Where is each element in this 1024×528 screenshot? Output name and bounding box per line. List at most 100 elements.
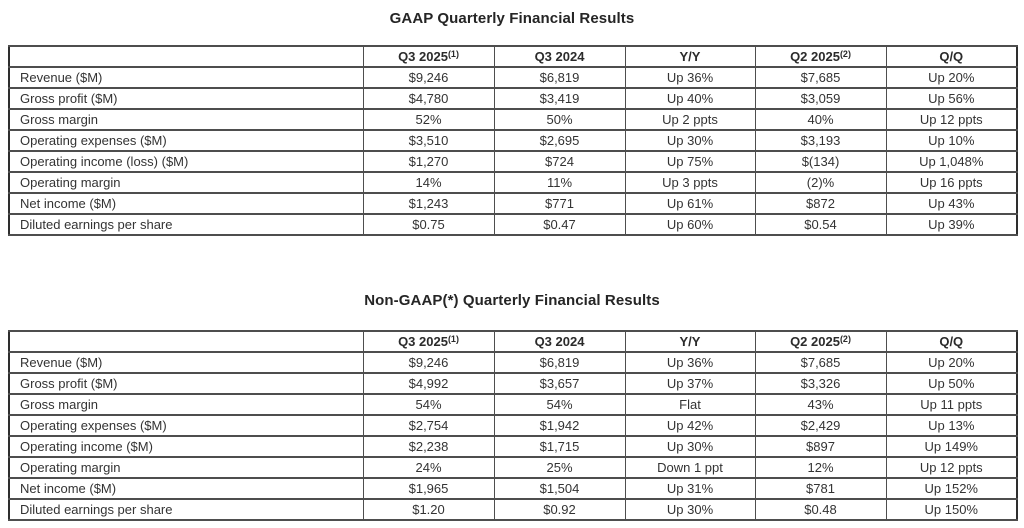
value-cell: $2,695 (493, 129, 626, 152)
value-cell: $3,419 (493, 87, 626, 110)
row-label: Operating income (loss) ($M) (8, 150, 364, 173)
value-cell: $2,238 (362, 435, 495, 458)
value-cell: Up 13% (885, 414, 1018, 437)
value-cell: Up 20% (885, 351, 1018, 374)
value-cell: $1,243 (362, 192, 495, 215)
non-gaap-table-title: Non-GAAP(*) Quarterly Financial Results (364, 292, 660, 309)
table-row: Operating expenses ($M) $3,510 $2,695 Up 30… (8, 129, 1018, 152)
value-cell: 50% (493, 108, 626, 131)
value-cell: $0.75 (362, 213, 495, 236)
column-header: Q3 2024 (493, 45, 626, 68)
value-cell: Up 2 ppts (624, 108, 756, 131)
row-label: Operating margin (8, 456, 364, 479)
value-cell: $7,685 (754, 66, 887, 89)
column-header: Q3 2025(1) (362, 45, 495, 68)
table-row: Revenue ($M) $9,246 $6,819 Up 36% $7,685 Up 2… (8, 66, 1018, 89)
value-cell: Up 30% (624, 435, 756, 458)
value-cell: Up 42% (624, 414, 756, 437)
table-row: Gross margin 52% 50% Up 2 ppts 40% Up 12 ppts (8, 108, 1018, 131)
table-row: Net income ($M) $1,243 $771 Up 61% $872 Up 43… (8, 192, 1018, 215)
value-cell: $3,193 (754, 129, 887, 152)
value-cell: $771 (493, 192, 626, 215)
value-cell: $1,942 (493, 414, 626, 437)
value-cell: $0.48 (754, 498, 887, 521)
row-label: Diluted earnings per share (8, 213, 364, 236)
value-cell: Up 30% (624, 498, 756, 521)
corner-cell (8, 330, 364, 353)
value-cell: $3,326 (754, 372, 887, 395)
value-cell: Up 56% (885, 87, 1018, 110)
value-cell: Up 43% (885, 192, 1018, 215)
value-cell: Up 75% (624, 150, 756, 173)
row-label: Gross margin (8, 108, 364, 131)
value-cell: $3,059 (754, 87, 887, 110)
value-cell: Up 11 ppts (885, 393, 1018, 416)
gaap-results-table: Q3 2025(1) Q3 2024 Y/Y Q2 2025(2) Q/Q Revenu… (8, 45, 1018, 236)
row-label: Gross margin (8, 393, 364, 416)
value-cell: Up 10% (885, 129, 1018, 152)
value-cell: Up 50% (885, 372, 1018, 395)
table-row: Net income ($M) $1,965 $1,504 Up 31% $781 Up … (8, 477, 1018, 500)
column-header: Q/Q (885, 45, 1018, 68)
table-row: Operating income (loss) ($M) $1,270 $724 Up… (8, 150, 1018, 173)
non-gaap-results-section: Non-GAAP(*) Quarterly Financial Results … (8, 236, 1018, 521)
footnote-marker: (1) (447, 49, 459, 59)
column-header: Y/Y (624, 330, 756, 353)
row-label: Operating expenses ($M) (8, 414, 364, 437)
value-cell: $872 (754, 192, 887, 215)
row-label: Revenue ($M) (8, 351, 364, 374)
value-cell: Up 36% (624, 66, 756, 89)
value-cell: $1.20 (362, 498, 495, 521)
gaap-results-section: GAAP Quarterly Financial Results Q3 2025… (8, 10, 1018, 236)
value-cell: Up 152% (885, 477, 1018, 500)
value-cell: 25% (493, 456, 626, 479)
table-row: Gross margin 54% 54% Flat 43% Up 11 ppts (8, 393, 1018, 416)
corner-cell (8, 45, 364, 68)
row-label: Net income ($M) (8, 192, 364, 215)
value-cell: Up 149% (885, 435, 1018, 458)
value-cell: $6,819 (493, 66, 626, 89)
value-cell: $3,657 (493, 372, 626, 395)
value-cell: Flat (624, 393, 756, 416)
value-cell: $9,246 (362, 351, 495, 374)
value-cell: $0.47 (493, 213, 626, 236)
value-cell: 54% (493, 393, 626, 416)
value-cell: 43% (754, 393, 887, 416)
table-row: Diluted earnings per share $1.20 $0.92 Up 3… (8, 498, 1018, 521)
table-row: Operating margin 14% 11% Up 3 ppts (2)% Up 16… (8, 171, 1018, 194)
non-gaap-results-table: Q3 2025(1) Q3 2024 Y/Y Q2 2025(2) Q/Q Revenu… (8, 330, 1018, 521)
table-row: Diluted earnings per share $0.75 $0.47 Up 6… (8, 213, 1018, 236)
value-cell: 24% (362, 456, 495, 479)
value-cell: (2)% (754, 171, 887, 194)
value-cell: Up 60% (624, 213, 756, 236)
table-row: Gross profit ($M) $4,780 $3,419 Up 40% $3,05… (8, 87, 1018, 110)
value-cell: $6,819 (493, 351, 626, 374)
value-cell: $(134) (754, 150, 887, 173)
value-cell: Down 1 ppt (624, 456, 756, 479)
value-cell: Up 150% (885, 498, 1018, 521)
value-cell: 52% (362, 108, 495, 131)
value-cell: Up 37% (624, 372, 756, 395)
value-cell: Up 31% (624, 477, 756, 500)
value-cell: $1,270 (362, 150, 495, 173)
value-cell: $4,780 (362, 87, 495, 110)
row-label: Operating margin (8, 171, 364, 194)
row-label: Gross profit ($M) (8, 87, 364, 110)
value-cell: Up 1,048% (885, 150, 1018, 173)
value-cell: $3,510 (362, 129, 495, 152)
column-header: Q3 2025(1) (362, 330, 495, 353)
value-cell: $9,246 (362, 66, 495, 89)
value-cell: $781 (754, 477, 887, 500)
column-header: Q3 2024 (493, 330, 626, 353)
column-header: Q2 2025(2) (754, 45, 887, 68)
footnote-marker: (2) (839, 49, 851, 59)
value-cell: $4,992 (362, 372, 495, 395)
value-cell: $724 (493, 150, 626, 173)
value-cell: Up 16 ppts (885, 171, 1018, 194)
value-cell: $1,715 (493, 435, 626, 458)
value-cell: 40% (754, 108, 887, 131)
row-label: Operating income ($M) (8, 435, 364, 458)
value-cell: Up 61% (624, 192, 756, 215)
value-cell: Up 12 ppts (885, 456, 1018, 479)
